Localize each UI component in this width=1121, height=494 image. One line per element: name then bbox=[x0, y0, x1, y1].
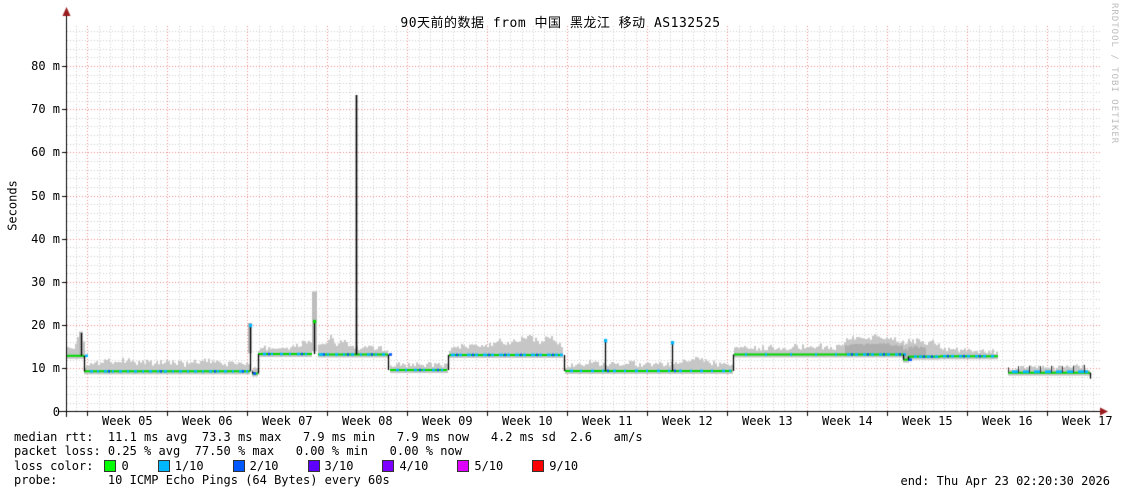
x-axis-tick-label: Week 15 bbox=[902, 414, 953, 428]
y-axis-tick-label: 40 m bbox=[31, 231, 60, 246]
x-axis-tick-label: Week 14 bbox=[822, 414, 873, 428]
loss-legend-swatch bbox=[457, 460, 470, 472]
loss-legend-label: 0 bbox=[121, 459, 129, 473]
loss-color-label: loss color: bbox=[14, 459, 94, 473]
loss-legend-swatch bbox=[307, 460, 320, 472]
loss-legend-item: 5/10 bbox=[457, 459, 503, 473]
end-time: end: Thu Apr 23 02:20:30 2026 bbox=[900, 474, 1110, 488]
x-axis-tick-label: Week 16 bbox=[982, 414, 1033, 428]
loss-legend-item: 2/10 bbox=[232, 459, 279, 473]
loss-legend-item: 4/10 bbox=[382, 459, 428, 473]
x-axis-tick-label: Week 17 bbox=[1062, 414, 1113, 428]
x-axis-tick-label: Week 10 bbox=[502, 414, 553, 428]
loss-legend-label: 2/10 bbox=[249, 459, 279, 473]
loss-legend-item: 9/10 bbox=[532, 459, 578, 473]
loss-legend-item: 3/10 bbox=[307, 459, 354, 473]
y-axis-tick-label: 80 m bbox=[31, 58, 60, 73]
loss-legend-swatch bbox=[232, 460, 245, 472]
loss-legend-swatch bbox=[157, 460, 170, 472]
loss-legend-label: 9/10 bbox=[549, 459, 579, 473]
loss-legend-label: 4/10 bbox=[399, 459, 429, 473]
x-axis-tick-label: Week 06 bbox=[182, 414, 233, 428]
y-axis-tick-label: 0 bbox=[52, 404, 60, 419]
loss-legend-label: 5/10 bbox=[474, 459, 504, 473]
loss-legend-swatch bbox=[532, 460, 545, 472]
x-axis-tick-label: Week 13 bbox=[742, 414, 793, 428]
x-axis-tick-label: Week 08 bbox=[342, 414, 393, 428]
loss-legend-label: 1/10 bbox=[174, 459, 204, 473]
y-axis-label: Seconds bbox=[5, 180, 20, 231]
graph-title: 90天前的数据 from 中国 黑龙江 移动 AS132525 bbox=[400, 16, 721, 31]
median-rtt-stats: median rtt: 11.1 ms avg 73.3 ms max 7.9 … bbox=[14, 430, 643, 444]
loss-legend-item: 1/10 bbox=[157, 459, 204, 473]
x-axis-tick-label: Week 12 bbox=[662, 414, 713, 428]
y-axis-tick-label: 70 m bbox=[31, 102, 60, 117]
loss-legend-item: 0 bbox=[104, 459, 129, 473]
x-axis-tick-label: Week 11 bbox=[582, 414, 633, 428]
y-axis-tick-label: 30 m bbox=[31, 274, 60, 289]
y-axis-tick-label: 50 m bbox=[31, 188, 60, 203]
y-axis-tick-label: 10 m bbox=[31, 361, 60, 376]
loss-legend-label: 3/10 bbox=[324, 459, 354, 473]
loss-color-legend: loss color: 0 1/10 2/10 3/10 4/10 5/10 9/10 bbox=[14, 459, 607, 473]
loss-legend-items: 0 1/10 2/10 3/10 4/10 5/10 9/10 bbox=[104, 459, 607, 473]
x-axis-tick-label: Week 05 bbox=[102, 414, 153, 428]
y-axis-tick-label: 20 m bbox=[31, 318, 60, 333]
loss-legend-swatch bbox=[382, 460, 395, 472]
rrdtool-watermark: RRDTOOL / TOBI OETIKER bbox=[1109, 3, 1119, 145]
probe-info: probe: 10 ICMP Echo Pings (64 Bytes) eve… bbox=[14, 473, 390, 487]
x-axis-tick-label: Week 09 bbox=[422, 414, 473, 428]
y-axis-tick-label: 60 m bbox=[31, 145, 60, 160]
packet-loss-stats: packet loss: 0.25 % avg 77.50 % max 0.00… bbox=[14, 444, 462, 458]
x-axis-tick-label: Week 07 bbox=[262, 414, 313, 428]
loss-legend-swatch bbox=[104, 460, 117, 472]
